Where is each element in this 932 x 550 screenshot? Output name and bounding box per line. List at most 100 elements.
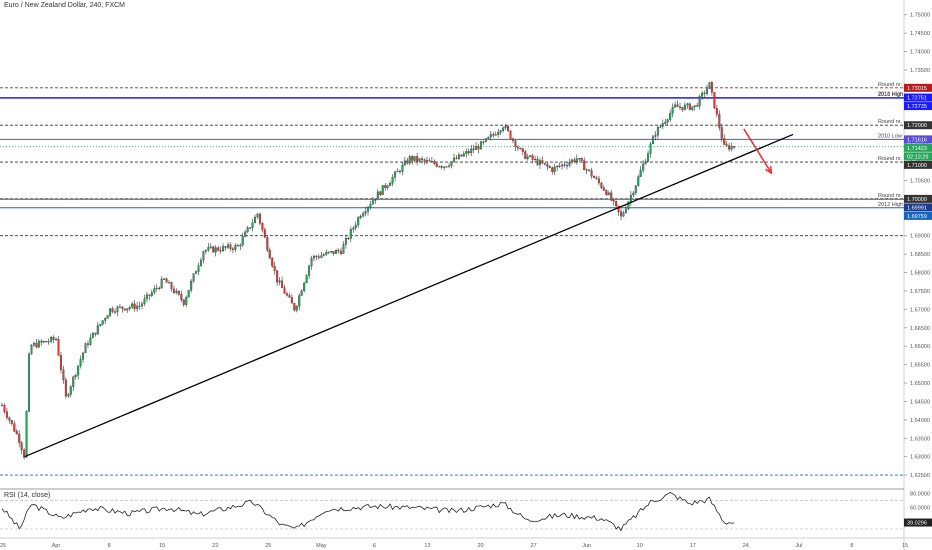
candle-body — [553, 166, 556, 172]
candle-body — [268, 249, 271, 259]
trendline — [24, 133, 794, 458]
x-tick-label: 25 — [265, 543, 271, 549]
level-label: Round nr. — [878, 156, 902, 162]
x-tick-label: 13 — [424, 543, 430, 549]
candle-body — [612, 200, 615, 202]
candle-body — [364, 211, 367, 214]
candle-body — [538, 160, 541, 165]
candle-body — [568, 162, 571, 166]
candle-body — [730, 146, 733, 150]
candle-body — [379, 191, 382, 195]
candle-body — [450, 161, 453, 166]
candle-body — [13, 423, 16, 432]
candle-body — [5, 411, 8, 418]
candle-body — [77, 365, 80, 376]
price-badge — [904, 143, 932, 152]
candle-body — [639, 170, 642, 177]
candle-body — [558, 165, 561, 167]
candle-body — [96, 325, 99, 335]
candle-body — [349, 229, 352, 239]
price-badge — [904, 93, 932, 102]
candle-body — [644, 161, 647, 165]
price-badge — [904, 83, 932, 92]
price-badge — [904, 121, 932, 130]
candle-body — [290, 297, 293, 304]
candle-body — [138, 305, 141, 307]
price-badge — [904, 160, 932, 169]
candle-body — [607, 192, 610, 195]
y-tick-label: 1.64000 — [910, 418, 930, 424]
price-badge-label: 1.73015 — [907, 86, 927, 92]
candles-layer — [0, 81, 736, 460]
candle-body — [723, 138, 726, 145]
x-tick-label: Jul — [795, 543, 802, 549]
candle-body — [84, 343, 87, 354]
candle-body — [654, 135, 657, 137]
candle-body — [204, 250, 207, 252]
candle-body — [185, 297, 188, 305]
candle-body — [669, 113, 672, 120]
candle-body — [116, 306, 119, 313]
trendline-layer — [24, 128, 794, 458]
candle-body — [82, 352, 85, 360]
candle-body — [425, 160, 428, 162]
candle-body — [121, 306, 124, 309]
x-tick-label: 27 — [531, 543, 537, 549]
candle-body — [123, 308, 126, 311]
x-tick-label: 8 — [108, 543, 111, 549]
y-tick-label: 1.65500 — [910, 363, 930, 369]
candle-body — [590, 170, 593, 177]
candle-body — [629, 194, 632, 202]
candle-body — [15, 431, 18, 435]
candle-body — [35, 343, 38, 348]
candle-body — [163, 278, 166, 280]
y-tick-label: 1.69000 — [910, 234, 930, 240]
candle-body — [271, 258, 274, 267]
candle-body — [239, 244, 242, 247]
candle-body — [40, 340, 43, 343]
candle-body — [514, 140, 517, 148]
candle-body — [637, 176, 640, 186]
candle-body — [683, 104, 686, 110]
candle-body — [460, 154, 463, 157]
price-axis: 1.750001.745001.740001.735001.730001.725… — [904, 13, 930, 479]
price-badge-label: 1.71000 — [907, 163, 927, 169]
candle-body — [509, 130, 512, 139]
candle-body — [443, 166, 446, 168]
candle-body — [681, 106, 684, 110]
candle-body — [482, 141, 485, 143]
candle-body — [214, 247, 217, 253]
y-tick-label: 1.74000 — [910, 50, 930, 56]
x-tick-label: Jun — [582, 543, 591, 549]
candle-body — [507, 126, 510, 131]
candle-body — [534, 158, 537, 161]
candle-body — [45, 341, 48, 343]
y-tick-label: 1.67000 — [910, 307, 930, 313]
y-tick-label: 1.62500 — [910, 473, 930, 479]
candle-body — [418, 158, 421, 162]
candle-body — [317, 256, 320, 258]
candle-body — [467, 151, 470, 154]
candle-body — [52, 337, 55, 340]
candle-body — [661, 123, 664, 127]
candle-body — [136, 305, 139, 309]
candle-body — [180, 294, 183, 300]
candle-body — [696, 105, 699, 107]
candle-body — [288, 295, 291, 298]
candle-body — [3, 405, 6, 412]
candle-body — [585, 169, 588, 171]
candle-body — [524, 151, 527, 159]
candle-body — [335, 250, 338, 254]
candle-body — [494, 134, 497, 136]
y-tick-label: 1.70500 — [910, 178, 930, 184]
candle-body — [435, 163, 438, 167]
level-label: 2010 Low — [878, 133, 902, 139]
candle-body — [28, 353, 31, 412]
y-tick-label: 1.75000 — [910, 13, 930, 19]
candle-body — [197, 265, 200, 272]
y-tick-label: 1.66000 — [910, 344, 930, 350]
candle-body — [642, 163, 645, 171]
candle-body — [295, 306, 298, 311]
price-badges: 1.73015 1.72751 1.72735 1.72000 1.71616 1.714… — [904, 83, 932, 220]
